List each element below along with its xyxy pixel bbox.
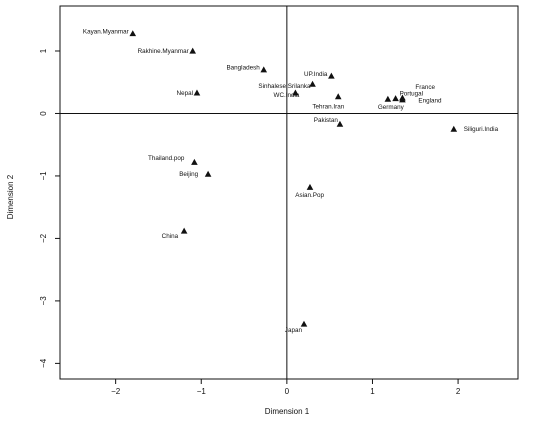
y-tick-label: −1 bbox=[39, 171, 48, 181]
y-tick-label: −4 bbox=[39, 358, 48, 368]
data-point-marker bbox=[392, 95, 399, 102]
data-point-label: France bbox=[415, 84, 435, 91]
data-point-label: Rakhine.Myanmar bbox=[138, 48, 189, 55]
y-tick-label: 0 bbox=[39, 111, 48, 116]
y-tick-label: −3 bbox=[39, 296, 48, 306]
data-point-marker bbox=[191, 158, 198, 165]
data-point-marker bbox=[193, 89, 201, 96]
y-tick-label: 1 bbox=[39, 48, 48, 53]
data-point-marker bbox=[292, 89, 299, 96]
data-point-label: Japan bbox=[285, 327, 303, 334]
data-point-marker bbox=[189, 47, 196, 54]
data-point-label: Pakistan bbox=[314, 117, 339, 124]
data-point-marker bbox=[334, 93, 342, 100]
data-point-label: Nepal bbox=[177, 90, 193, 97]
x-axis-label: Dimension 1 bbox=[265, 407, 310, 416]
x-tick-label: −2 bbox=[111, 387, 121, 396]
data-point-marker bbox=[180, 227, 188, 234]
x-tick-label: 0 bbox=[285, 387, 290, 396]
data-point-label: UP.India bbox=[304, 71, 328, 78]
data-point-marker bbox=[309, 80, 316, 87]
data-point-label: Beijing bbox=[179, 171, 198, 178]
data-points: Kayan.Myanmar Rakhine.Myanmar Bangladesh Ne… bbox=[83, 28, 499, 334]
y-tick-label: −2 bbox=[39, 233, 48, 243]
data-point-marker bbox=[306, 183, 314, 190]
data-point-label: Kayan.Myanmar bbox=[83, 28, 129, 35]
data-point-label: Sinhalese.Srilanka bbox=[258, 83, 311, 90]
plot-area bbox=[59, 5, 519, 380]
data-point-label: Bangladesh bbox=[226, 65, 260, 72]
data-point-marker bbox=[450, 125, 458, 132]
x-tick-label: 1 bbox=[370, 387, 375, 396]
data-point-marker bbox=[384, 95, 392, 102]
data-point-label: Tehran.Iran bbox=[312, 104, 344, 111]
data-point-label: Germany bbox=[378, 104, 405, 111]
data-point-marker bbox=[328, 72, 335, 79]
data-point-label: Portugal bbox=[400, 90, 423, 97]
axis-ticks: −2 −1 0 1 2 1 0 −1 −2 −3 −4 bbox=[39, 48, 461, 396]
data-point-label: Siliguri.India bbox=[464, 126, 499, 133]
data-point-marker bbox=[204, 170, 212, 177]
data-point-label: WC.India bbox=[274, 92, 300, 99]
x-tick-label: 2 bbox=[456, 387, 461, 396]
x-tick-label: −1 bbox=[197, 387, 207, 396]
data-point-marker bbox=[260, 66, 268, 73]
data-point-marker bbox=[129, 30, 137, 37]
y-axis-label: Dimension 2 bbox=[6, 174, 15, 219]
reference-lines bbox=[60, 6, 518, 379]
data-point-marker bbox=[399, 96, 406, 103]
data-point-marker bbox=[300, 320, 308, 327]
data-point-label: Asian.Pop bbox=[295, 192, 324, 199]
data-point-label: England bbox=[418, 98, 442, 105]
data-point-marker bbox=[336, 120, 344, 127]
data-point-label: China bbox=[162, 233, 179, 240]
data-point-label: Thailand.pop bbox=[148, 155, 185, 162]
